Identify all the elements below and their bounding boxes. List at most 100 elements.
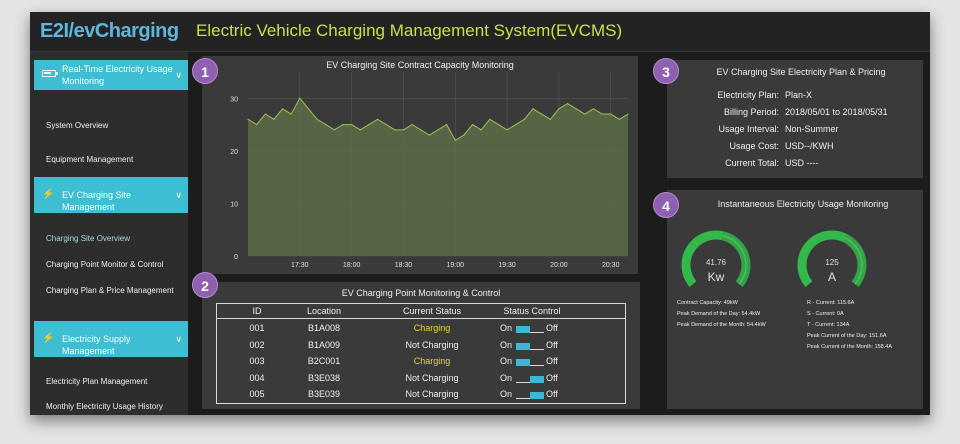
badge-4: 4 — [653, 192, 679, 218]
battery-icon — [42, 69, 58, 81]
data-point — [273, 118, 275, 120]
badge-1: 1 — [192, 58, 218, 84]
data-point — [601, 113, 603, 115]
y-tick-label: 0 — [234, 254, 238, 261]
sidebar-section-realtime[interactable]: Real-Time Electricity Usage Monitoring ∨ — [34, 60, 188, 90]
charging-point-panel: EV Charging Point Monitoring & Control I… — [202, 282, 640, 409]
plan-label: Current Total: — [725, 158, 779, 168]
toggle-knob[interactable] — [530, 375, 544, 383]
sidebar-section-label: Electricity Supply Management — [62, 334, 131, 356]
toggle-knob[interactable] — [516, 359, 530, 366]
toggle-on-label: On — [500, 339, 513, 350]
data-point — [368, 123, 370, 126]
data-point — [264, 113, 266, 115]
sidebar-item-monthly-usage-history[interactable]: Monthly Electricity Usage History — [46, 402, 163, 411]
sidebar-item-charging-site-overview[interactable]: Charging Site Overview — [46, 234, 131, 243]
data-point — [307, 108, 310, 110]
usage-stat-right: T - Current: 134A — [807, 322, 850, 328]
data-point — [532, 108, 534, 110]
data-point — [592, 108, 595, 110]
cell-location: B3E039 — [307, 389, 341, 399]
data-point — [411, 123, 413, 126]
current-gauge-arc — [842, 233, 867, 287]
sidebar-item-equipment-management[interactable]: Equipment Management — [46, 155, 134, 164]
usage-stat-left: Peak Demand of the Month: 54.4kW — [677, 322, 766, 328]
data-point — [618, 118, 620, 120]
toggle-knob[interactable] — [530, 392, 544, 399]
usage-area — [248, 98, 628, 257]
capacity-chart: 0 10 20 30 17:30 18:00 18:30 19:00 19:30 20:00 20:… — [230, 72, 629, 269]
plan-title: EV Charging Site Electricity Plan & Pric… — [716, 67, 886, 77]
cell-id: 001 — [249, 323, 265, 333]
data-point — [428, 134, 430, 136]
sidebar-item-system-overview[interactable]: System Overview — [46, 121, 109, 130]
column-header-status: Current Status — [402, 306, 462, 316]
power-gauge-arc — [721, 231, 751, 287]
toggle-knob[interactable] — [516, 326, 530, 333]
sidebar-item-electricity-plan[interactable]: Electricity Plan Management — [46, 377, 148, 386]
gauge-current-value: 125 — [825, 258, 839, 267]
chart-title: EV Charging Site Contract Capacity Monit… — [326, 60, 514, 70]
data-point — [497, 123, 500, 126]
data-point — [351, 123, 353, 126]
data-point — [523, 118, 525, 120]
data-point — [541, 113, 543, 115]
cell-status: Charging — [413, 323, 451, 333]
x-tick-label: 17:30 — [291, 262, 309, 269]
usage-stat-right: S - Current: 0A — [807, 311, 844, 317]
charging-point-table: ID Location Current Status Status Contro… — [216, 303, 626, 404]
data-point — [549, 118, 551, 120]
toggle-track — [516, 342, 544, 350]
gauge-power-value: 41.76 — [705, 258, 727, 267]
gauge-area — [681, 230, 867, 287]
cell-status: Not Charging — [405, 372, 459, 383]
y-tick-label: 10 — [230, 201, 238, 208]
gauge-current-unit: A — [827, 270, 836, 284]
data-point — [247, 118, 249, 120]
sidebar-item-charging-plan-price[interactable]: Charging Plan & Price Management — [46, 286, 174, 295]
power-gauge-fill — [681, 230, 724, 287]
plan-value: 2018/05/01 to 2018/05/31 — [785, 107, 888, 117]
toggle-on-label: On — [500, 389, 513, 399]
plan-label: Billing Period: — [723, 107, 779, 117]
sidebar-section-site-management[interactable]: ⚡ EV Charging Site Management ∨ — [34, 177, 188, 213]
usage-stat-left: Peak Demand of the Day: 54.4kW — [677, 311, 761, 317]
cell-id: 005 — [249, 389, 265, 399]
toggle-off-label: Off — [546, 356, 558, 366]
x-tick-label: 19:30 — [498, 262, 516, 269]
sidebar-section-supply-management[interactable]: ⚡ Electricity Supply Management ∨ — [34, 321, 188, 357]
x-tick-label: 18:00 — [343, 262, 361, 269]
y-tick-label: 30 — [230, 96, 238, 103]
chevron-down-icon: ∨ — [175, 70, 182, 80]
table-row: 003 B2C001 Charging On Off — [217, 354, 625, 369]
toggle-off-label: Off — [546, 389, 558, 399]
toggle-on-label: On — [500, 372, 513, 383]
data-point — [515, 123, 517, 126]
data-point — [506, 129, 508, 131]
data-point — [489, 118, 491, 120]
current-gauge-fill — [797, 230, 848, 287]
sidebar: Real-Time Electricity Usage Monitoring ∨… — [30, 52, 188, 415]
chevron-down-icon: ∨ — [175, 190, 182, 200]
column-header-id: ID — [252, 306, 262, 316]
table-row: 001 B1A008 Charging On Off — [217, 321, 625, 336]
cell-status: Charging — [413, 356, 451, 366]
table-header-row: ID Location Current Status Status Contro… — [217, 304, 625, 319]
toggle-knob[interactable] — [516, 342, 530, 350]
sidebar-section-label: EV Charging Site Management — [62, 190, 132, 212]
toggle-off-label: Off — [546, 339, 558, 350]
sidebar-item-charging-point-monitor[interactable]: Charging Point Monitor & Control — [46, 260, 164, 269]
data-point — [627, 113, 629, 115]
usage-stat-left: Contract Capacity: 49kW — [677, 300, 738, 306]
electricity-plan-panel: EV Charging Site Electricity Plan & Pric… — [667, 60, 923, 178]
data-point — [463, 134, 465, 136]
column-header-location: Location — [306, 306, 342, 316]
data-point — [376, 118, 379, 120]
data-point — [454, 139, 456, 141]
chevron-down-icon: ∨ — [175, 334, 182, 344]
toggle-track — [516, 375, 544, 383]
data-point — [385, 123, 387, 126]
x-tick-label: 18:30 — [395, 262, 413, 269]
plan-value: Non-Summer — [785, 124, 839, 134]
lightning-icon: ⚡ — [42, 333, 55, 344]
